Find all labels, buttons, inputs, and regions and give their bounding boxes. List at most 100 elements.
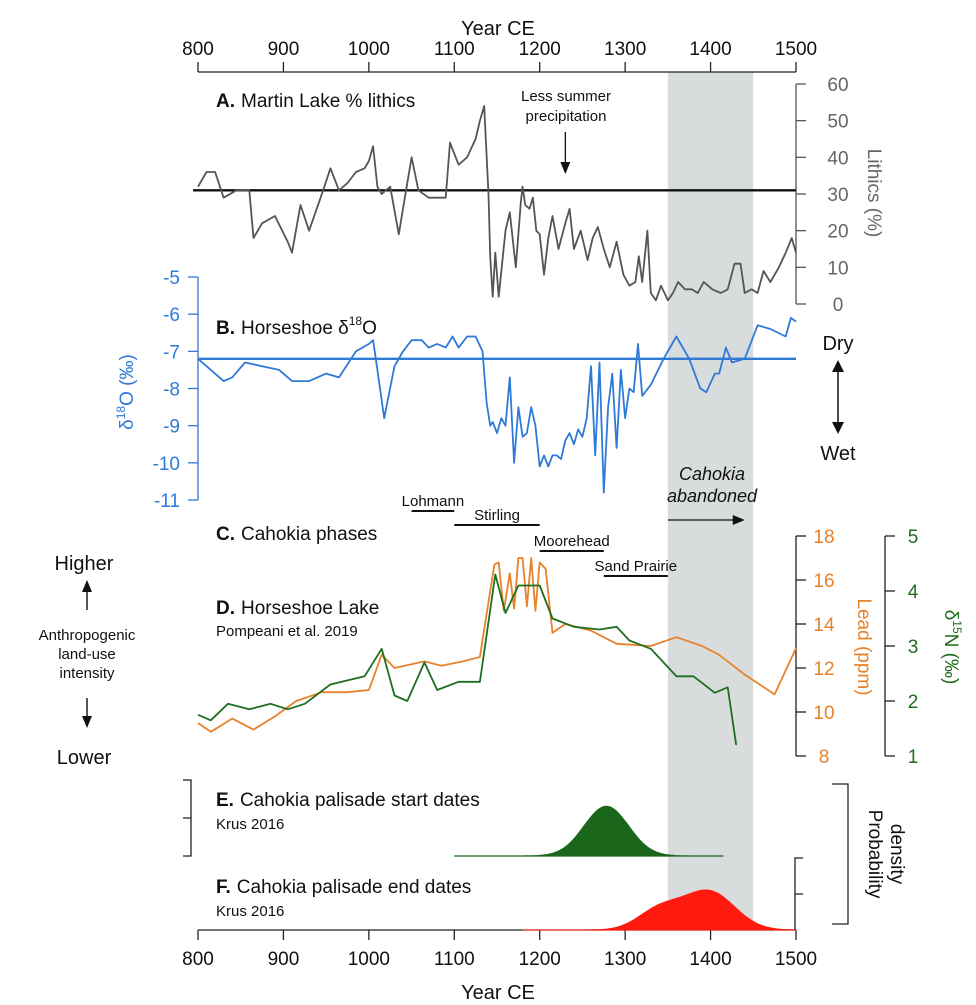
d15n-y-tick-label: 4 bbox=[908, 582, 919, 603]
top-x-axis: Year CE bbox=[198, 18, 796, 73]
panel-a-y-tick-label: 60 bbox=[827, 75, 848, 96]
lead-y-tick-label: 16 bbox=[813, 571, 834, 592]
top-x-tick-label: 900 bbox=[268, 39, 300, 60]
d15n-y-label: δ15N (‰) bbox=[940, 610, 964, 685]
panel-e-bracket bbox=[183, 779, 192, 857]
phase-label: Stirling bbox=[474, 507, 520, 524]
panel-d-horseshoe-lake: D. Horseshoe Lake Pompeani et al. 2019 8 1… bbox=[39, 527, 964, 769]
lead-y-tick-label: 12 bbox=[813, 659, 834, 680]
panel-b-y-tick-label: -9 bbox=[163, 417, 180, 438]
lead-y-tick-label: 14 bbox=[813, 615, 835, 636]
d15n-y-tick-label: 1 bbox=[908, 747, 919, 768]
top-x-tick-label: 1100 bbox=[434, 39, 475, 60]
top-x-tick-label: 1500 bbox=[775, 39, 817, 60]
phase-bars: Lohmann Stirling Moorehead Sand Prairie bbox=[402, 493, 678, 577]
panel-e-subtitle: Krus 2016 bbox=[216, 816, 284, 833]
lead-y-ticks: 8 10 12 14 16 18 bbox=[796, 527, 835, 768]
panel-d-subtitle: Pompeani et al. 2019 bbox=[216, 623, 358, 640]
end-dates-distribution bbox=[522, 889, 797, 931]
abandoned-arrowhead bbox=[732, 515, 745, 525]
panel-e-start-dates: E. Cahokia palisade start dates Krus 2016 bbox=[183, 779, 724, 857]
probability-label-line1: Probability bbox=[864, 810, 885, 899]
bottom-x-tick-label: 1500 bbox=[775, 949, 817, 970]
panel-a-y-label: Lithics (%) bbox=[863, 149, 884, 238]
top-x-tick-label: 1000 bbox=[348, 39, 390, 60]
panel-b-y-tick-label: -11 bbox=[154, 491, 180, 512]
d15n-series bbox=[197, 573, 738, 746]
top-x-axis-label: Year CE bbox=[461, 18, 535, 40]
panel-b-d18o-series bbox=[197, 317, 797, 494]
top-x-ticks: 800 900 1000 1100 1200 1300 1400 1500 bbox=[182, 39, 817, 72]
panel-b-y-label: δ18O (‰) bbox=[114, 354, 138, 430]
top-x-tick-label: 800 bbox=[182, 39, 214, 60]
bottom-x-tick-label: 800 bbox=[182, 949, 214, 970]
panel-b-y-tick-label: -7 bbox=[163, 342, 180, 363]
d15n-y-tick-label: 5 bbox=[908, 527, 919, 548]
panel-b-y-tick-label: -6 bbox=[163, 305, 180, 326]
panel-a-y-tick-label: 50 bbox=[827, 112, 848, 133]
panel-a-y-tick-label: 30 bbox=[827, 185, 848, 206]
shaded-interval bbox=[667, 72, 754, 930]
lead-y-label: Lead (ppm) bbox=[853, 598, 874, 695]
bottom-x-ticks: 800 900 1000 1100 1200 1300 1400 1500 bbox=[182, 930, 817, 970]
bottom-x-tick-label: 900 bbox=[268, 949, 300, 970]
panel-b-y-tick-label: -8 bbox=[163, 380, 180, 401]
intensity-line3: intensity bbox=[59, 665, 115, 682]
probability-bracket bbox=[832, 783, 849, 925]
top-x-tick-label: 1200 bbox=[519, 39, 561, 60]
top-x-tick-label: 1400 bbox=[689, 39, 731, 60]
panel-a-annotation-arrowhead bbox=[560, 162, 571, 174]
panel-b-y-tick-label: -5 bbox=[163, 268, 180, 289]
abandoned-line1: Cahokia bbox=[679, 464, 745, 484]
panel-b-y-tick-label: -10 bbox=[153, 454, 180, 475]
intensity-line2: land-use bbox=[58, 646, 116, 663]
panel-f-end-dates: F. Cahokia palisade end dates Krus 2016 bbox=[216, 857, 803, 931]
wet-arrowhead bbox=[832, 422, 844, 434]
intensity-line1: Anthropogenic bbox=[39, 627, 136, 644]
lower-arrowhead bbox=[82, 716, 92, 728]
higher-label: Higher bbox=[55, 553, 114, 575]
d15n-y-tick-label: 2 bbox=[908, 692, 919, 713]
panel-b-d18o: B. Horseshoe δ18O -5 -6 -7 -8 -9 -10 -11 δ18O (… bbox=[114, 268, 856, 512]
bottom-x-tick-label: 1400 bbox=[689, 949, 731, 970]
bottom-x-tick-label: 1000 bbox=[348, 949, 390, 970]
bottom-x-tick-label: 1200 bbox=[519, 949, 561, 970]
bottom-x-tick-label: 1300 bbox=[604, 949, 646, 970]
dry-arrowhead bbox=[832, 360, 844, 372]
panel-d-title: D. Horseshoe Lake bbox=[216, 598, 379, 619]
panel-c-phases: C. Cahokia phases Lohmann Stirling Moorehea… bbox=[216, 464, 758, 577]
panel-a-y-tick-label: 40 bbox=[827, 148, 848, 169]
wet-label: Wet bbox=[820, 443, 856, 465]
panel-a-lithics-series bbox=[197, 105, 797, 302]
panel-a-y-tick-label: 10 bbox=[827, 258, 848, 279]
lead-y-tick-label: 10 bbox=[813, 703, 834, 724]
panel-a-annotation-line1: Less summer bbox=[521, 88, 611, 105]
panel-b-y-ticks: -5 -6 -7 -8 -9 -10 -11 bbox=[153, 268, 198, 512]
lower-label: Lower bbox=[57, 747, 112, 769]
higher-arrowhead bbox=[82, 580, 92, 592]
top-x-tick-label: 1300 bbox=[604, 39, 646, 60]
panel-b-title: B. Horseshoe δ18O bbox=[216, 314, 377, 339]
panel-a-y-ticks: 0 10 20 30 40 50 60 bbox=[796, 75, 849, 316]
lead-y-tick-label: 18 bbox=[813, 527, 834, 548]
phase-label: Moorehead bbox=[534, 533, 610, 550]
panel-e-title: E. Cahokia palisade start dates bbox=[216, 790, 480, 811]
panel-c-title: C. Cahokia phases bbox=[216, 524, 377, 545]
phase-label: Sand Prairie bbox=[595, 558, 678, 575]
panel-f-subtitle: Krus 2016 bbox=[216, 903, 284, 920]
bottom-x-tick-label: 1100 bbox=[434, 949, 475, 970]
phase-label: Lohmann bbox=[402, 493, 465, 510]
lead-y-tick-label: 8 bbox=[819, 747, 830, 768]
panel-a-annotation-line2: precipitation bbox=[526, 108, 607, 125]
panel-a-lithics: A. Martin Lake % lithics Less summer prec… bbox=[193, 75, 884, 316]
panel-f-bracket bbox=[794, 857, 803, 930]
probability-label-line2: density bbox=[886, 824, 907, 885]
abandoned-line2: abandoned bbox=[667, 486, 758, 506]
panel-a-title: A. Martin Lake % lithics bbox=[216, 91, 415, 112]
panel-f-title: F. Cahokia palisade end dates bbox=[216, 877, 471, 898]
d15n-y-ticks: 1 2 3 4 5 bbox=[885, 527, 919, 768]
dry-label: Dry bbox=[822, 333, 853, 355]
bottom-x-axis-label: Year CE bbox=[461, 982, 535, 1004]
panel-a-y-tick-label: 0 bbox=[833, 295, 844, 316]
